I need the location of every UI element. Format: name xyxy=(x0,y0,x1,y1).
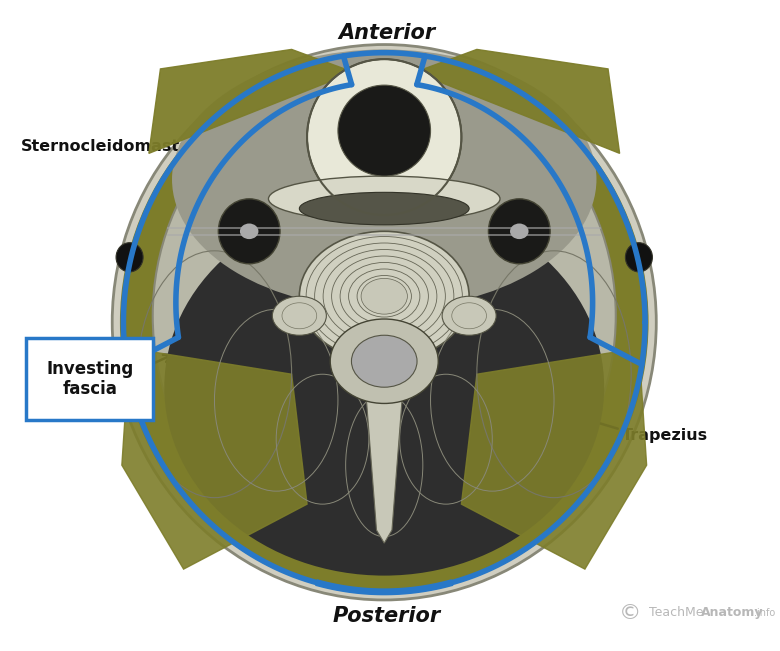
Ellipse shape xyxy=(352,335,417,387)
Polygon shape xyxy=(462,348,647,569)
Ellipse shape xyxy=(300,192,469,225)
Ellipse shape xyxy=(120,51,648,594)
Ellipse shape xyxy=(172,49,597,309)
Text: Posterior: Posterior xyxy=(332,605,441,626)
Text: Anatomy: Anatomy xyxy=(701,606,764,619)
Circle shape xyxy=(510,223,529,239)
Polygon shape xyxy=(122,348,307,569)
Text: Sternocleidomastoid: Sternocleidomastoid xyxy=(21,139,208,154)
Ellipse shape xyxy=(218,199,280,264)
Ellipse shape xyxy=(488,199,550,264)
Ellipse shape xyxy=(268,176,500,221)
Ellipse shape xyxy=(626,243,652,272)
Ellipse shape xyxy=(272,296,326,335)
Ellipse shape xyxy=(112,44,656,600)
Ellipse shape xyxy=(338,85,431,176)
Ellipse shape xyxy=(361,279,407,314)
Ellipse shape xyxy=(300,231,469,361)
FancyBboxPatch shape xyxy=(27,339,154,420)
Ellipse shape xyxy=(442,296,496,335)
Ellipse shape xyxy=(116,243,143,272)
Ellipse shape xyxy=(165,199,604,575)
Polygon shape xyxy=(415,49,619,154)
Ellipse shape xyxy=(394,348,413,374)
Text: Trapezius: Trapezius xyxy=(622,428,708,443)
Ellipse shape xyxy=(153,69,615,562)
Ellipse shape xyxy=(307,59,462,215)
Ellipse shape xyxy=(356,348,374,374)
Polygon shape xyxy=(149,49,353,154)
Text: .info: .info xyxy=(754,607,775,618)
Text: Anterior: Anterior xyxy=(338,23,435,44)
Polygon shape xyxy=(365,381,403,543)
Text: Investing
fascia: Investing fascia xyxy=(46,360,133,398)
Circle shape xyxy=(240,223,258,239)
Text: ©: © xyxy=(619,603,641,622)
Text: TeachMe: TeachMe xyxy=(649,606,704,619)
Ellipse shape xyxy=(330,319,438,404)
